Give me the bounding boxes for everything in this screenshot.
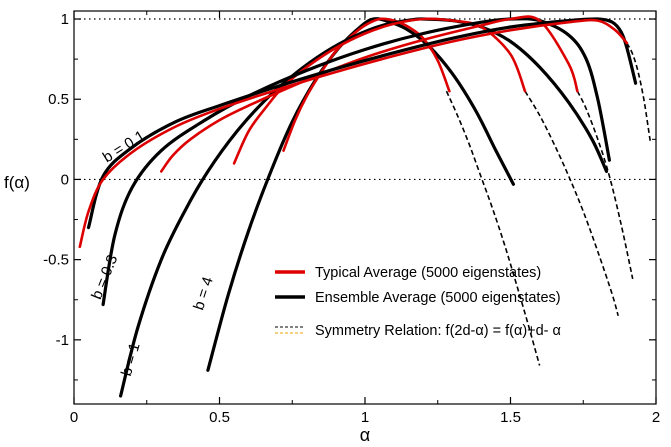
y-tick-label: -1 bbox=[56, 332, 69, 349]
y-tick-label: 0.5 bbox=[48, 91, 69, 108]
y-axis-label: f(α) bbox=[4, 173, 30, 192]
ensemble-average-line bbox=[101, 17, 611, 307]
x-tick-label: 2 bbox=[652, 409, 660, 426]
x-tick-label: 1 bbox=[361, 409, 369, 426]
symmetry-relation-line bbox=[524, 90, 619, 317]
series-b-4 bbox=[206, 17, 541, 372]
symmetry-relation-line bbox=[576, 90, 634, 280]
typical-average-line bbox=[78, 18, 629, 249]
legend: Typical Average (5000 eigenstates) Ensemb… bbox=[275, 265, 561, 339]
symmetry-relation-line bbox=[626, 42, 651, 142]
series-b-0.1 bbox=[78, 17, 651, 249]
y-tick-label: 0 bbox=[61, 171, 69, 188]
series-b-0.3 bbox=[101, 15, 634, 307]
x-tick-label: 0 bbox=[70, 409, 78, 426]
legend-label: Ensemble Average (5000 eigenstates) bbox=[315, 290, 561, 306]
symmetry-relation-line bbox=[445, 90, 541, 366]
legend-label: Typical Average (5000 eigenstates) bbox=[315, 265, 541, 281]
x-tick-label: 1.5 bbox=[500, 409, 521, 426]
series-b-1 bbox=[119, 17, 619, 398]
ensemble-average-line bbox=[119, 17, 609, 398]
x-axis-label: α bbox=[360, 425, 370, 445]
ensemble-average-line bbox=[86, 17, 638, 230]
y-tick-label: -0.5 bbox=[43, 252, 69, 269]
typical-average-line bbox=[282, 17, 451, 152]
legend-label: Symmetry Relation: f(2d-α) = f(α)+d- α bbox=[315, 323, 561, 339]
typical-average-line bbox=[232, 17, 527, 165]
x-tick-label: 0.5 bbox=[209, 409, 230, 426]
typical-average-line bbox=[160, 15, 579, 173]
y-tick-label: 1 bbox=[61, 11, 69, 28]
reference-lines bbox=[74, 18, 656, 181]
series-layer bbox=[78, 15, 651, 398]
ensemble-average-line bbox=[206, 17, 515, 372]
